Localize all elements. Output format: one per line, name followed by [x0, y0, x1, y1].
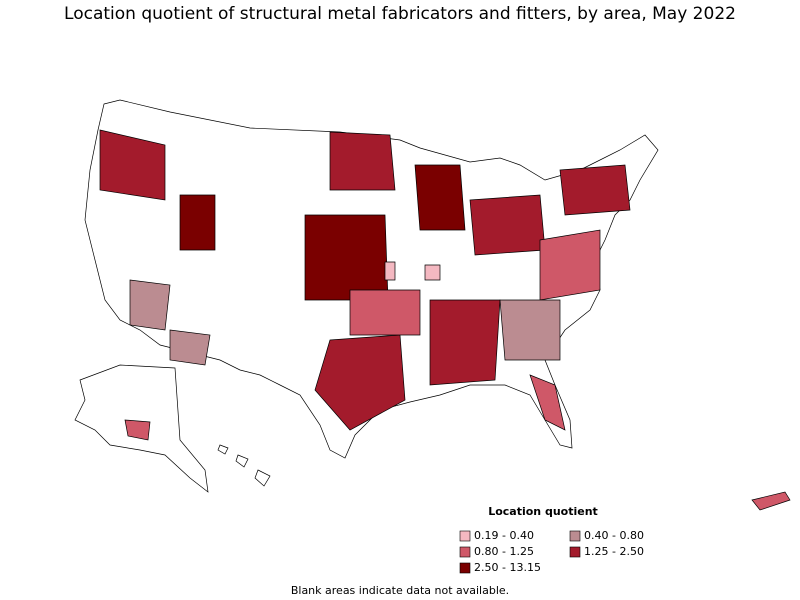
region [169, 329, 211, 366]
region [124, 419, 151, 441]
region [539, 229, 601, 301]
us-map [74, 99, 791, 511]
region [429, 299, 501, 386]
region [179, 194, 216, 251]
region [384, 261, 396, 281]
region [349, 289, 421, 336]
legend-swatch [569, 530, 581, 542]
region [129, 279, 171, 331]
legend-title: Location quotient [488, 505, 598, 518]
legend-label: 0.19 - 0.40 [474, 529, 534, 542]
title: Location quotient of structural metal fa… [64, 4, 736, 24]
region [329, 131, 396, 191]
region [559, 164, 631, 216]
hawaii [217, 444, 271, 487]
legend-label: 0.80 - 1.25 [474, 545, 534, 558]
legend-label: 2.50 - 13.15 [474, 561, 541, 574]
region [99, 129, 166, 201]
regions [99, 129, 631, 441]
legend-swatch [459, 546, 471, 558]
region [529, 374, 566, 431]
region [304, 214, 389, 301]
legend-label: 1.25 - 2.50 [584, 545, 644, 558]
legend: 0.19 - 0.40 0.40 - 0.80 0.80 - 1.25 1.25 - … [459, 529, 644, 574]
legend-swatch [459, 562, 471, 574]
region [314, 334, 406, 431]
legend-swatch [569, 546, 581, 558]
puerto-rico [751, 491, 791, 511]
region [469, 194, 546, 256]
footnote: Blank areas indicate data not available. [291, 584, 509, 597]
legend-label: 0.40 - 0.80 [584, 529, 644, 542]
region [499, 299, 561, 361]
legend-swatch [459, 530, 471, 542]
region [424, 264, 441, 281]
region [414, 164, 466, 231]
